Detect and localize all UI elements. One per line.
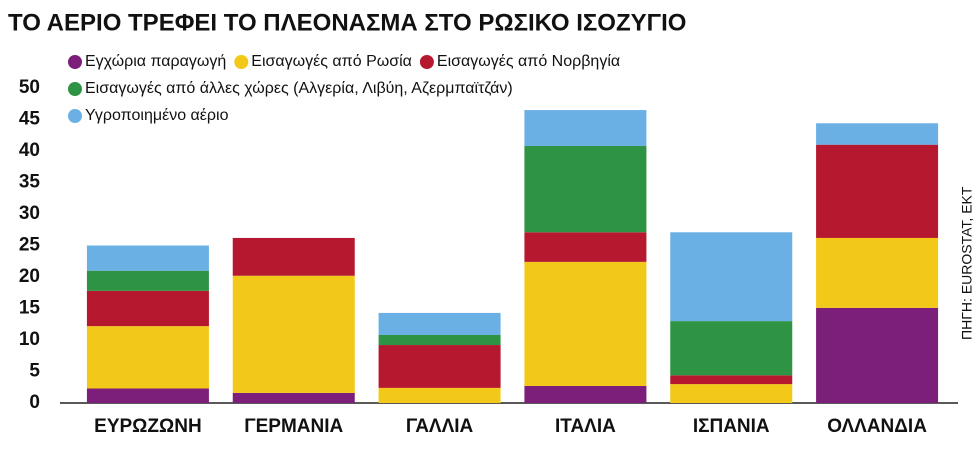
x-tick-label: ΙΤΑΛΙΑ	[555, 416, 616, 437]
y-tick-label: 5	[29, 361, 40, 382]
x-tick-label: ΟΛΛΑΝΔΙΑ	[827, 416, 927, 437]
chart-title: ΤΟ ΑΕΡΙΟ ΤΡΕΦΕΙ ΤΟ ΠΛΕΟΝΑΣΜΑ ΣΤΟ ΡΩΣΙΚΟ …	[8, 9, 686, 36]
bar-segment	[86, 326, 209, 389]
bar-segment	[524, 110, 647, 146]
bar-segment	[232, 237, 355, 276]
y-tick-label: 40	[19, 140, 40, 161]
bar-segment	[378, 312, 501, 335]
y-tick-label: 10	[19, 329, 40, 350]
bar-segment	[378, 334, 501, 346]
legend-label: Εγχώρια παραγωγή	[85, 53, 226, 70]
bar-segment	[670, 321, 793, 376]
source: ΠΗΓΗ: EUROSTAT, EKT	[959, 186, 975, 340]
bar-segment	[816, 237, 939, 308]
y-tick-label: 25	[19, 235, 41, 256]
bar-segment	[816, 144, 939, 238]
bar-segment	[378, 387, 501, 403]
x-tick-label: ΕΥΡΩΖΩΝΗ	[94, 416, 202, 437]
bar-segment	[86, 388, 209, 403]
bar-segment	[86, 245, 209, 271]
legend-marker	[234, 55, 249, 69]
legend-marker	[68, 82, 82, 96]
y-tick-label: 20	[19, 266, 40, 287]
y-tick-label: 50	[19, 77, 40, 98]
legend-label: Εισαγωγές από άλλες χώρες (Αλγερία, Λιβύ…	[85, 80, 513, 97]
bar-segment	[670, 384, 793, 403]
x-tick-label: ΙΣΠΑΝΙΑ	[693, 416, 770, 437]
legend-label: Εισαγωγές από Ρωσία	[251, 53, 412, 70]
bar-segment	[816, 123, 939, 145]
x-tick-label: ΓΕΡΜΑΝΙΑ	[244, 416, 343, 437]
y-tick-label: 45	[19, 109, 41, 130]
bar-segment	[232, 275, 355, 393]
y-tick-label: 35	[19, 172, 41, 193]
bar-segment	[524, 232, 647, 262]
legend-label: Υγροποιημένο αέριο	[85, 107, 229, 124]
legend-marker	[68, 109, 82, 123]
bar-segment	[816, 307, 939, 403]
y-tick-label: 0	[29, 392, 40, 413]
legend-label: Εισαγωγές από Νορβηγία	[437, 53, 620, 70]
bar-segment	[378, 345, 501, 388]
bar-segment	[86, 270, 209, 291]
y-tick-label: 30	[19, 203, 40, 224]
bar-segment	[524, 261, 647, 386]
legend-marker	[419, 55, 434, 69]
bar-segment	[86, 290, 209, 327]
bar-segment	[232, 392, 355, 403]
bar-segment	[670, 375, 793, 385]
y-tick-label: 15	[19, 298, 41, 319]
bar-segment	[524, 145, 647, 233]
legend-marker	[68, 55, 82, 69]
x-tick-label: ΓΑΛΛΙΑ	[406, 416, 474, 437]
bar-segment	[670, 232, 793, 322]
bar-segment	[524, 385, 647, 403]
